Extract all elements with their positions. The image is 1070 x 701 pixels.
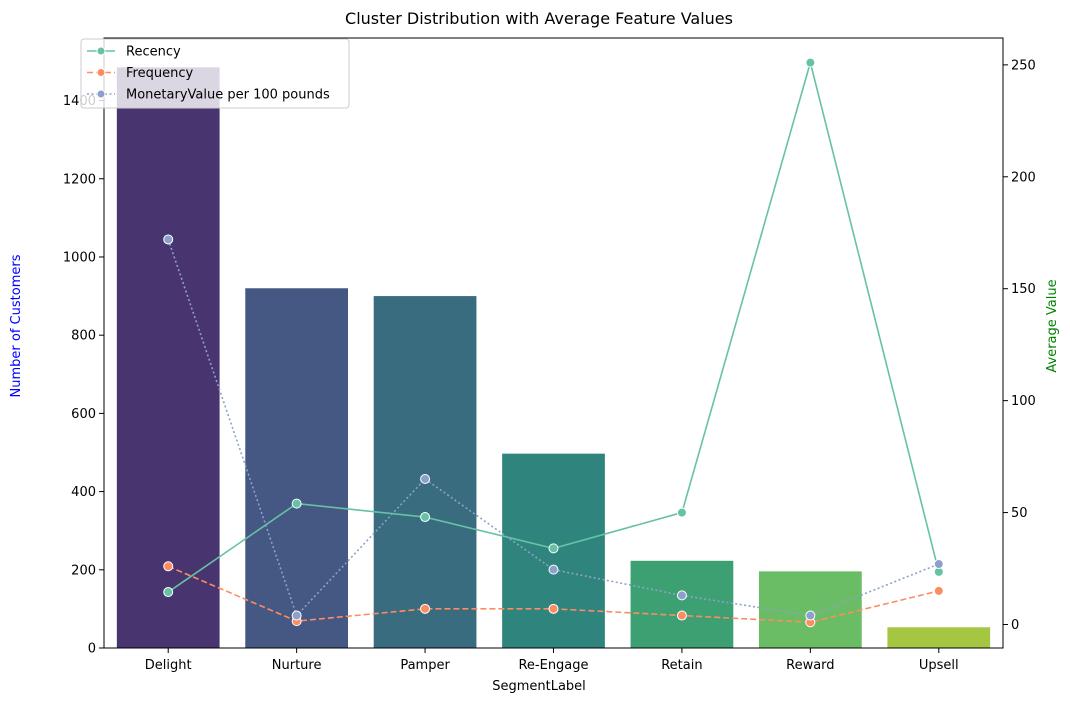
left-y-tick-label: 200 (71, 563, 96, 578)
x-tick-label: Re-Engage (518, 658, 588, 673)
right-y-tick-label: 100 (1011, 394, 1036, 409)
left-y-tick-label: 800 (71, 329, 96, 344)
lines-layer (163, 57, 944, 628)
chart-title: Cluster Distribution with Average Featur… (345, 9, 733, 28)
right-y-tick-label: 50 (1011, 506, 1028, 521)
legend-label: MonetaryValue per 100 pounds (126, 88, 330, 103)
x-tick-label: Reward (786, 658, 834, 673)
legend-label: Frequency (126, 66, 193, 81)
series-2-point-5 (676, 610, 687, 621)
right-y-tick-label: 0 (1011, 618, 1019, 633)
left-y-tick-label: 400 (71, 485, 96, 500)
legend-swatch-marker (96, 46, 106, 56)
x-axis-title: SegmentLabel (492, 679, 586, 694)
legend-frame (80, 38, 350, 109)
legend-label: Recency (126, 45, 181, 60)
legend-swatch-marker (96, 89, 106, 99)
bar-upsell (887, 627, 991, 648)
bar-nurture (245, 288, 349, 648)
axes-layer: 0200400600800100012001400050100150200250… (63, 37, 1036, 673)
series-1-point-2 (291, 498, 302, 509)
x-tick-label: Upsell (919, 658, 959, 673)
series-1-point-6 (805, 57, 816, 68)
series-2-point-1 (163, 561, 174, 572)
series-3-point-1 (163, 234, 174, 245)
series-1-point-1 (163, 587, 174, 598)
left-y-axis-title: Number of Customers (9, 254, 24, 397)
right-y-tick-label: 150 (1011, 282, 1036, 297)
series-1-point-4 (548, 543, 559, 554)
x-tick-label: Retain (661, 658, 702, 673)
bar-retain (630, 560, 734, 648)
bar-pamper (373, 296, 477, 648)
right-y-tick-label: 200 (1011, 170, 1036, 185)
series-3-point-4 (548, 564, 559, 575)
series-2-point-7 (933, 585, 944, 596)
left-y-tick-label: 600 (71, 407, 96, 422)
left-y-tick-label: 1200 (63, 172, 96, 187)
right-y-axis-title: Average Value (1045, 279, 1060, 372)
left-y-tick-label: 1000 (63, 250, 96, 265)
series-2-point-3 (420, 603, 431, 614)
series-3-point-2 (291, 610, 302, 621)
x-tick-label: Pamper (400, 658, 450, 673)
series-3-point-5 (676, 590, 687, 601)
bar-delight (116, 67, 220, 649)
series-3-point-7 (933, 559, 944, 570)
series-3-point-3 (420, 473, 431, 484)
legend: Recency Frequency MonetaryValue per 100 po… (80, 38, 350, 109)
legend-swatch-marker (96, 68, 106, 77)
x-tick-label: Delight (145, 658, 192, 673)
right-y-tick-label: 250 (1011, 58, 1036, 73)
x-tick-label: Nurture (272, 658, 322, 673)
bars-layer (116, 67, 991, 649)
series-3-point-6 (805, 610, 816, 621)
series-1-point-5 (676, 507, 687, 518)
bar-reward (758, 571, 862, 648)
series-2-point-4 (548, 603, 559, 614)
series-1-point-3 (420, 512, 431, 523)
left-y-tick-label: 0 (88, 642, 96, 657)
